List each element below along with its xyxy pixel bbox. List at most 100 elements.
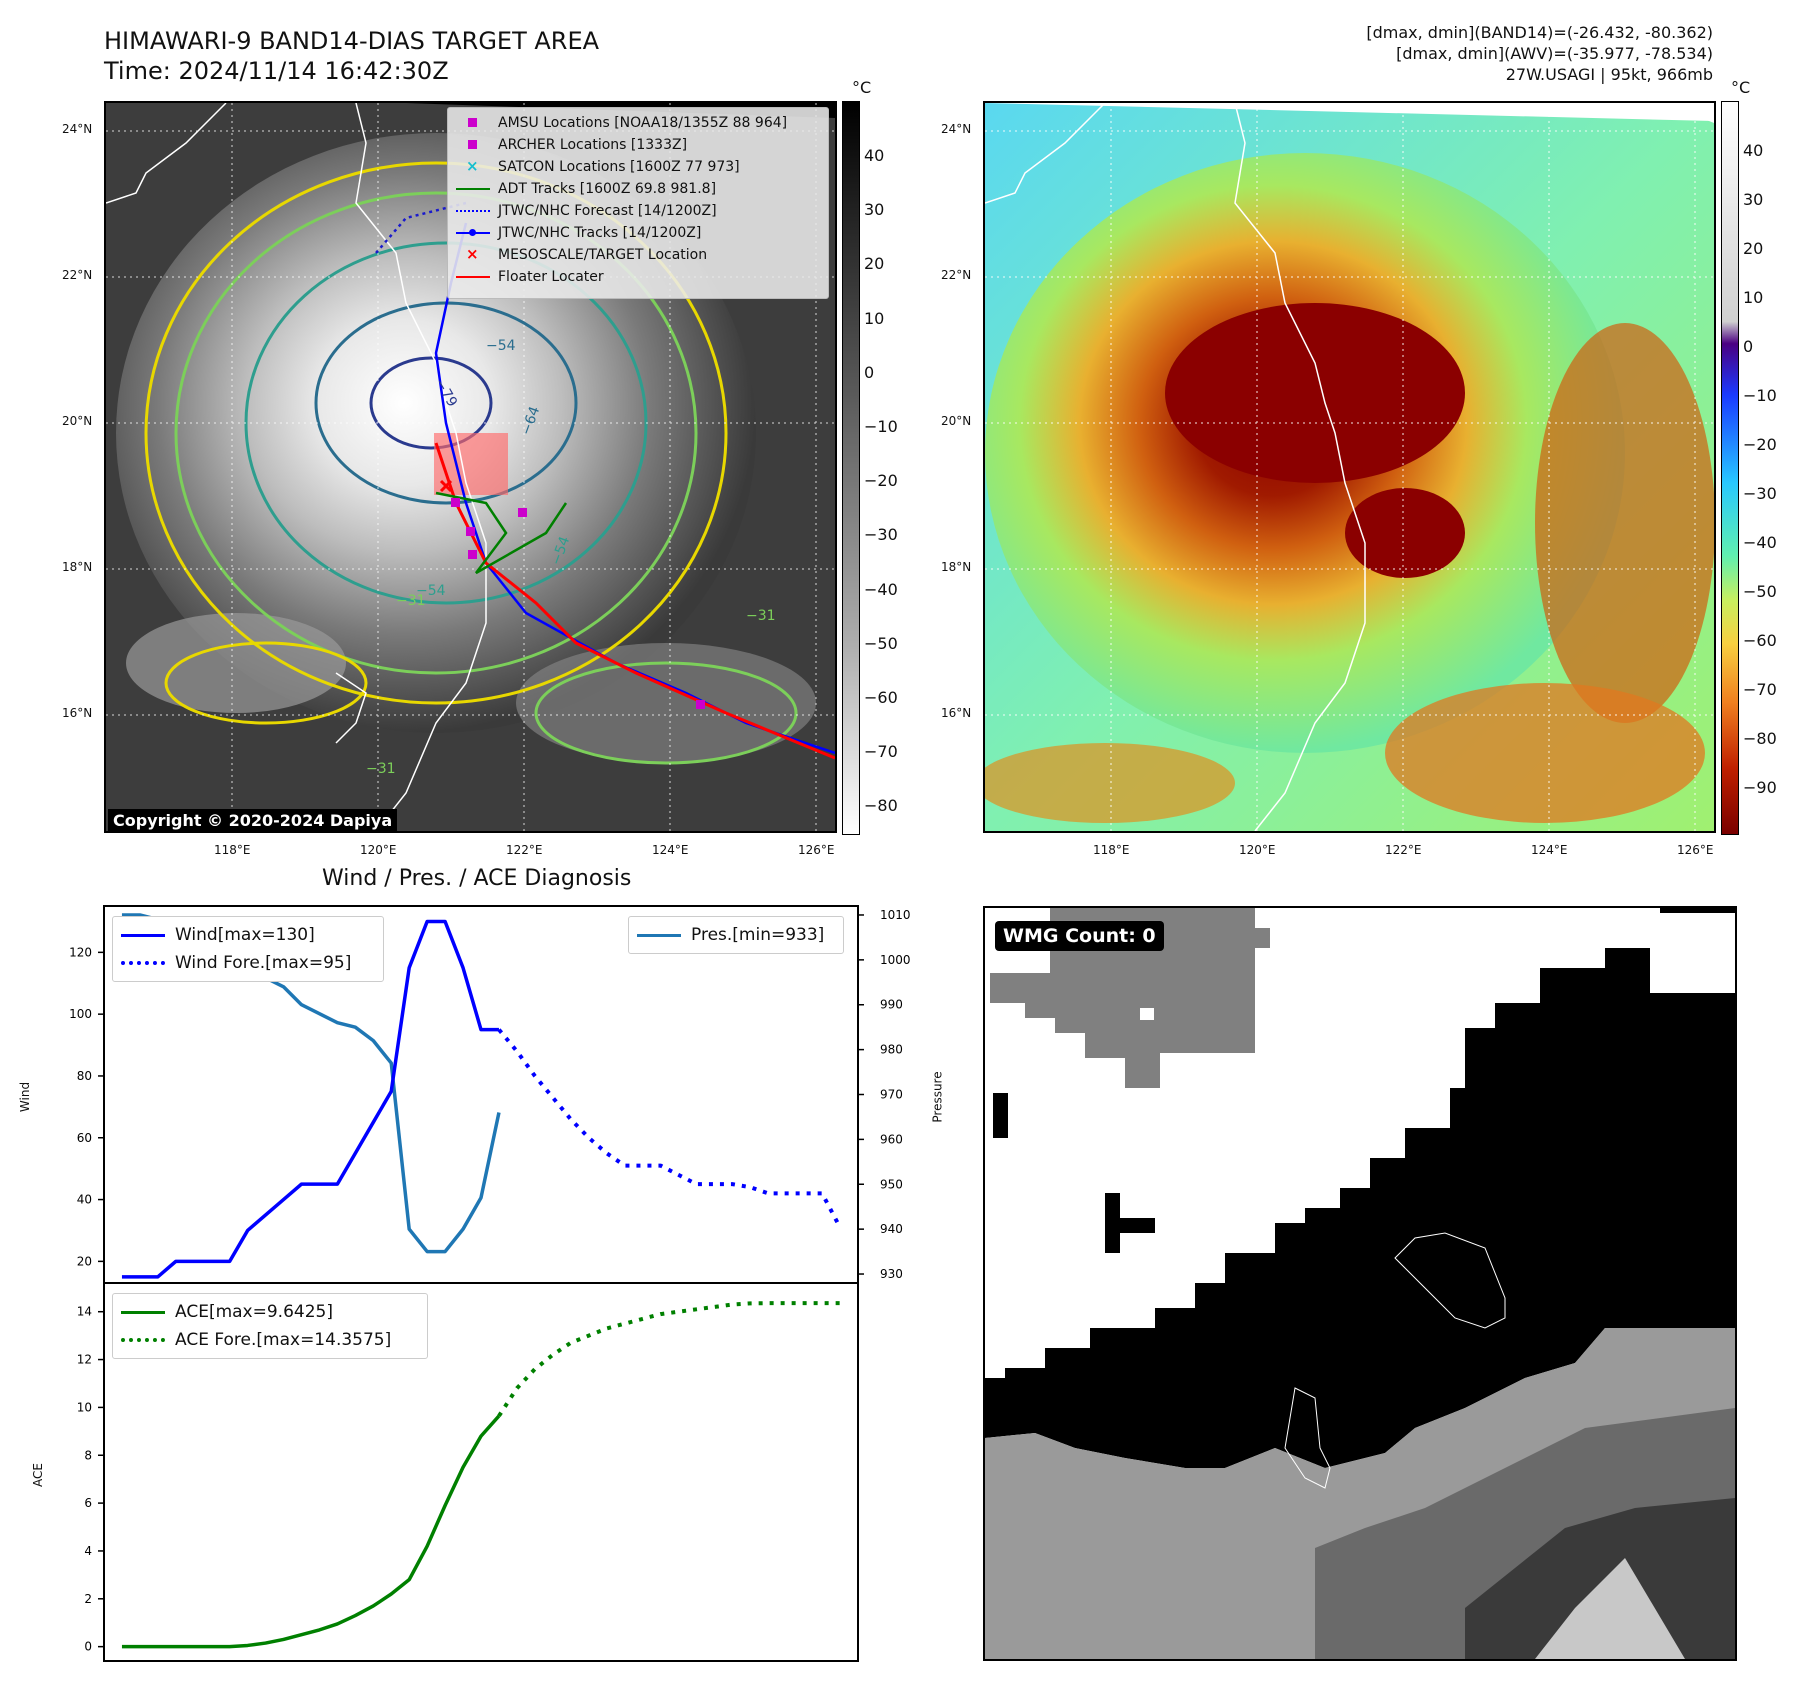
lat-label: 20°N — [62, 414, 93, 428]
wind-tick-label: 120 — [69, 945, 92, 959]
target-marker — [439, 479, 453, 493]
figure-title-line1: HIMAWARI-9 BAND14-DIAS TARGET AREA — [104, 27, 600, 55]
lon-label: 118°E — [214, 843, 251, 857]
awv-color-map — [983, 101, 1716, 833]
wmg-panel: WMG Count: 0 — [983, 906, 1737, 1661]
gray-colorbar-tick: −70 — [864, 742, 898, 762]
wind-tick-label: 100 — [69, 1007, 92, 1021]
contour-label: −54 — [486, 338, 516, 354]
contour-label: −31 — [366, 761, 396, 777]
lon-label: 124°E — [652, 843, 689, 857]
ace-tick-label: 4 — [84, 1544, 92, 1558]
wmg-gray-region — [990, 908, 1270, 1088]
pressure-tick-label: 980 — [880, 1043, 903, 1057]
color-colorbar-tick: −80 — [1743, 729, 1777, 748]
lat-label: 18°N — [62, 560, 93, 574]
ace-tick-label: 8 — [84, 1448, 92, 1462]
gray-colorbar — [842, 101, 860, 835]
pressure-tick-label: 970 — [880, 1088, 903, 1102]
gray-colorbar-tick: −60 — [864, 688, 898, 707]
gray-colorbar-tick: 10 — [864, 308, 885, 328]
color-colorbar-tick: −70 — [1743, 680, 1777, 699]
ace-axes-frame — [103, 1282, 859, 1662]
color-colorbar-tick: 0 — [1743, 337, 1754, 356]
pressure-tick-label: 960 — [880, 1132, 903, 1146]
lat-label: 20°N — [941, 414, 972, 428]
ace-forecast-line — [497, 1301, 841, 1418]
pressure-tick-label: 990 — [880, 998, 903, 1012]
ace-tick-label: 2 — [84, 1592, 92, 1606]
ace-tick-label: 0 — [84, 1640, 92, 1654]
ace-tick-label: 6 — [84, 1496, 92, 1510]
color-colorbar-tick: −20 — [1743, 435, 1777, 454]
wind-forecast-line — [497, 1028, 842, 1229]
color-colorbar-tick: −60 — [1743, 631, 1777, 650]
copyright-badge: Copyright © 2020-2024 Dapiya — [108, 809, 398, 831]
wind-legend-item: Wind[max=130] — [121, 925, 315, 945]
pres-legend-item: Pres.[min=933] — [637, 925, 824, 945]
legend-item-amsu: AMSU Locations [NOAA18/1355Z 88 964] — [454, 112, 787, 134]
pressure-legend: Pres.[min=933] — [628, 916, 844, 954]
legend-item-satcon: × SATCON Locations [1600Z 77 973] — [466, 157, 740, 175]
legend-item-floater: Floater Locater — [454, 266, 604, 288]
dmax-awv-info: [dmax, dmin](AWV)=(-35.977, -78.534) — [1396, 44, 1713, 63]
legend-item-jtwc-forecast: JTWC/NHC Forecast [14/1200Z] — [454, 200, 717, 222]
gray-colorbar-tick: −20 — [864, 471, 898, 491]
gray-colorbar-tick: 20 — [864, 254, 885, 274]
diagnosis-title: Wind / Pres. / ACE Diagnosis — [322, 866, 632, 891]
lon-label: 122°E — [1385, 843, 1422, 857]
color-colorbar-unit: °C — [1731, 78, 1751, 97]
pressure-tick-label: 950 — [880, 1177, 903, 1191]
legend-item-archer: ARCHER Locations [1333Z] — [454, 134, 687, 156]
color-colorbar-tick: 40 — [1743, 141, 1764, 160]
color-colorbar-tick: −10 — [1743, 386, 1777, 405]
lon-label: 126°E — [1677, 843, 1714, 857]
pressure-tick-label: 1010 — [880, 908, 911, 922]
lat-label: 24°N — [941, 122, 972, 136]
color-colorbar-tick: −90 — [1743, 778, 1777, 797]
figure-title-line2: Time: 2024/11/14 16:42:30Z — [104, 57, 449, 85]
ace-fore-legend-item: ACE Fore.[max=14.3575] — [121, 1330, 391, 1350]
gray-colorbar-tick: −40 — [864, 579, 898, 599]
lat-label: 22°N — [941, 268, 972, 282]
ace-tick-label: 12 — [77, 1353, 92, 1367]
contour-navy — [369, 356, 493, 450]
wind-tick-label: 20 — [77, 1254, 92, 1268]
ace-tick-label: 10 — [77, 1400, 92, 1414]
wmg-svg — [985, 908, 1735, 1659]
wmg-black-blob — [993, 1093, 1008, 1138]
color-colorbar-tick: −50 — [1743, 582, 1777, 601]
wind-tick-label: 40 — [77, 1193, 92, 1207]
amsu-markers — [451, 498, 705, 709]
coastline-luzon — [355, 103, 487, 831]
wind-fore-legend-item: Wind Fore.[max=95] — [121, 953, 351, 973]
lat-label: 16°N — [941, 706, 972, 720]
lon-label: 126°E — [798, 843, 835, 857]
map-legend: AMSU Locations [NOAA18/1355Z 88 964] ARC… — [447, 107, 829, 299]
contour-label: −54 — [416, 583, 446, 599]
lat-label: 22°N — [62, 268, 93, 282]
lon-label: 122°E — [506, 843, 543, 857]
pressure-tick-label: 940 — [880, 1222, 903, 1236]
graticule — [985, 103, 1714, 831]
floater-track — [434, 442, 835, 760]
lon-label: 118°E — [1093, 843, 1130, 857]
color-colorbar-tick: −40 — [1743, 533, 1777, 552]
gray-colorbar-unit: °C — [852, 78, 872, 97]
gray-colorbar-tick: 30 — [864, 200, 885, 220]
awv-map-svg — [985, 103, 1714, 831]
gray-colorbar-tick: 0 — [864, 362, 875, 382]
ace-line — [121, 1414, 501, 1649]
contour-label: −31 — [396, 593, 426, 609]
wind-tick-label: 60 — [77, 1131, 92, 1145]
contour-lightgreen — [174, 191, 698, 675]
ace-legend-item: ACE[max=9.6425] — [121, 1302, 333, 1322]
legend-item-adt: ADT Tracks [1600Z 69.8 981.8] — [454, 178, 716, 200]
jtwc-forecast-track — [375, 201, 467, 254]
legend-item-target: × MESOSCALE/TARGET Location — [466, 245, 708, 263]
ace-legend: ACE[max=9.6425] ACE Fore.[max=14.3575] — [112, 1293, 428, 1359]
color-colorbar-tick: 20 — [1743, 239, 1764, 258]
wind-tick-label: 80 — [77, 1069, 92, 1083]
wmg-count-badge: WMG Count: 0 — [995, 921, 1164, 951]
